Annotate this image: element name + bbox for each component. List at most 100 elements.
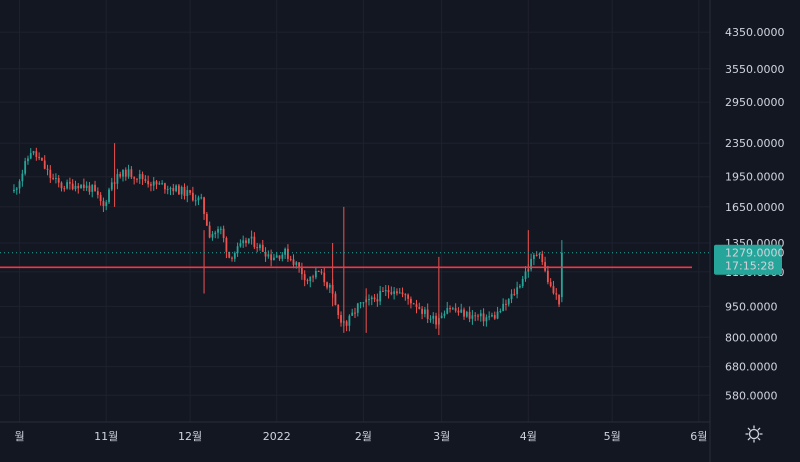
last-price-label: 1279.0000 17:15:28 <box>714 244 785 275</box>
candle <box>245 237 247 247</box>
candle <box>80 184 82 189</box>
candle <box>317 270 320 272</box>
candle <box>555 288 558 300</box>
candle <box>482 308 485 327</box>
candle <box>205 211 208 227</box>
candle <box>370 295 373 306</box>
candle <box>426 303 429 324</box>
candle <box>261 239 264 253</box>
candle <box>398 288 401 294</box>
candle <box>24 157 27 176</box>
candle <box>502 298 505 312</box>
last-price-countdown: 17:15:28 <box>725 260 774 273</box>
candle <box>471 310 474 325</box>
candle <box>214 230 217 239</box>
price-tick-label: 2350.0000 <box>725 137 785 150</box>
candle <box>443 310 446 319</box>
candle <box>541 250 544 266</box>
candle <box>407 293 410 305</box>
time-tick-label: 월 <box>15 430 25 443</box>
candle <box>91 184 94 198</box>
candle <box>546 265 549 285</box>
candle <box>150 181 152 192</box>
time-tick-label: 4월 <box>520 430 537 443</box>
candle <box>35 147 38 161</box>
candle <box>49 165 52 183</box>
candle <box>177 183 180 195</box>
candle <box>552 280 555 295</box>
time-axis[interactable]: 월 11월 12월 2022 2월 3월 4월 5월 6월 <box>15 430 708 443</box>
time-tick-label: 2022 <box>263 430 291 443</box>
candle <box>505 299 507 311</box>
candle <box>337 304 340 319</box>
candle <box>189 189 191 196</box>
candle <box>351 308 354 317</box>
candle <box>538 252 541 259</box>
candle <box>144 175 147 183</box>
candle <box>524 266 527 282</box>
candle <box>108 187 110 204</box>
candle <box>250 230 253 245</box>
candle <box>340 311 342 327</box>
candle <box>521 275 524 289</box>
price-tick-label: 680.0000 <box>725 361 778 374</box>
candle <box>446 301 449 315</box>
candle <box>468 306 471 323</box>
time-tick-label: 5월 <box>604 430 621 443</box>
candle <box>88 181 91 195</box>
candle <box>124 167 127 181</box>
candle <box>516 281 519 299</box>
candle <box>172 183 175 195</box>
candle <box>507 298 510 307</box>
candle <box>43 155 46 170</box>
candle <box>463 307 465 320</box>
candle <box>122 169 124 182</box>
candle <box>18 179 21 194</box>
candle <box>253 232 256 250</box>
candle <box>264 247 267 262</box>
grid-lines <box>0 0 710 422</box>
candle <box>423 306 426 318</box>
candle <box>496 306 499 320</box>
candle <box>194 194 197 206</box>
candle <box>270 249 273 267</box>
candle <box>127 164 130 179</box>
gear-icon[interactable] <box>745 425 763 443</box>
candle <box>77 183 80 194</box>
candle <box>267 250 270 259</box>
candle <box>421 305 423 320</box>
candle <box>404 293 407 301</box>
candle <box>136 178 138 183</box>
candle <box>208 221 211 239</box>
candle <box>273 253 275 261</box>
candle <box>410 296 412 309</box>
candle <box>387 285 390 299</box>
candle <box>323 266 326 287</box>
price-tick-label: 1950.0000 <box>725 171 785 184</box>
candle <box>535 251 538 257</box>
candle <box>390 286 393 296</box>
candle <box>27 155 29 165</box>
candle <box>41 157 43 161</box>
candle <box>373 294 376 303</box>
candle <box>21 169 24 187</box>
candle <box>130 166 133 180</box>
candle <box>356 302 359 317</box>
candle <box>138 169 141 184</box>
candle <box>479 309 482 322</box>
candle <box>354 307 356 319</box>
candle <box>328 283 331 293</box>
candle <box>57 175 60 188</box>
candle <box>451 306 454 310</box>
time-tick-label: 6월 <box>690 430 707 443</box>
candle <box>292 254 295 269</box>
candle <box>15 187 18 195</box>
candle <box>379 285 382 306</box>
candle <box>191 186 194 202</box>
candle <box>110 177 113 192</box>
candle <box>94 180 96 192</box>
candle <box>46 164 49 176</box>
candle <box>382 287 384 292</box>
